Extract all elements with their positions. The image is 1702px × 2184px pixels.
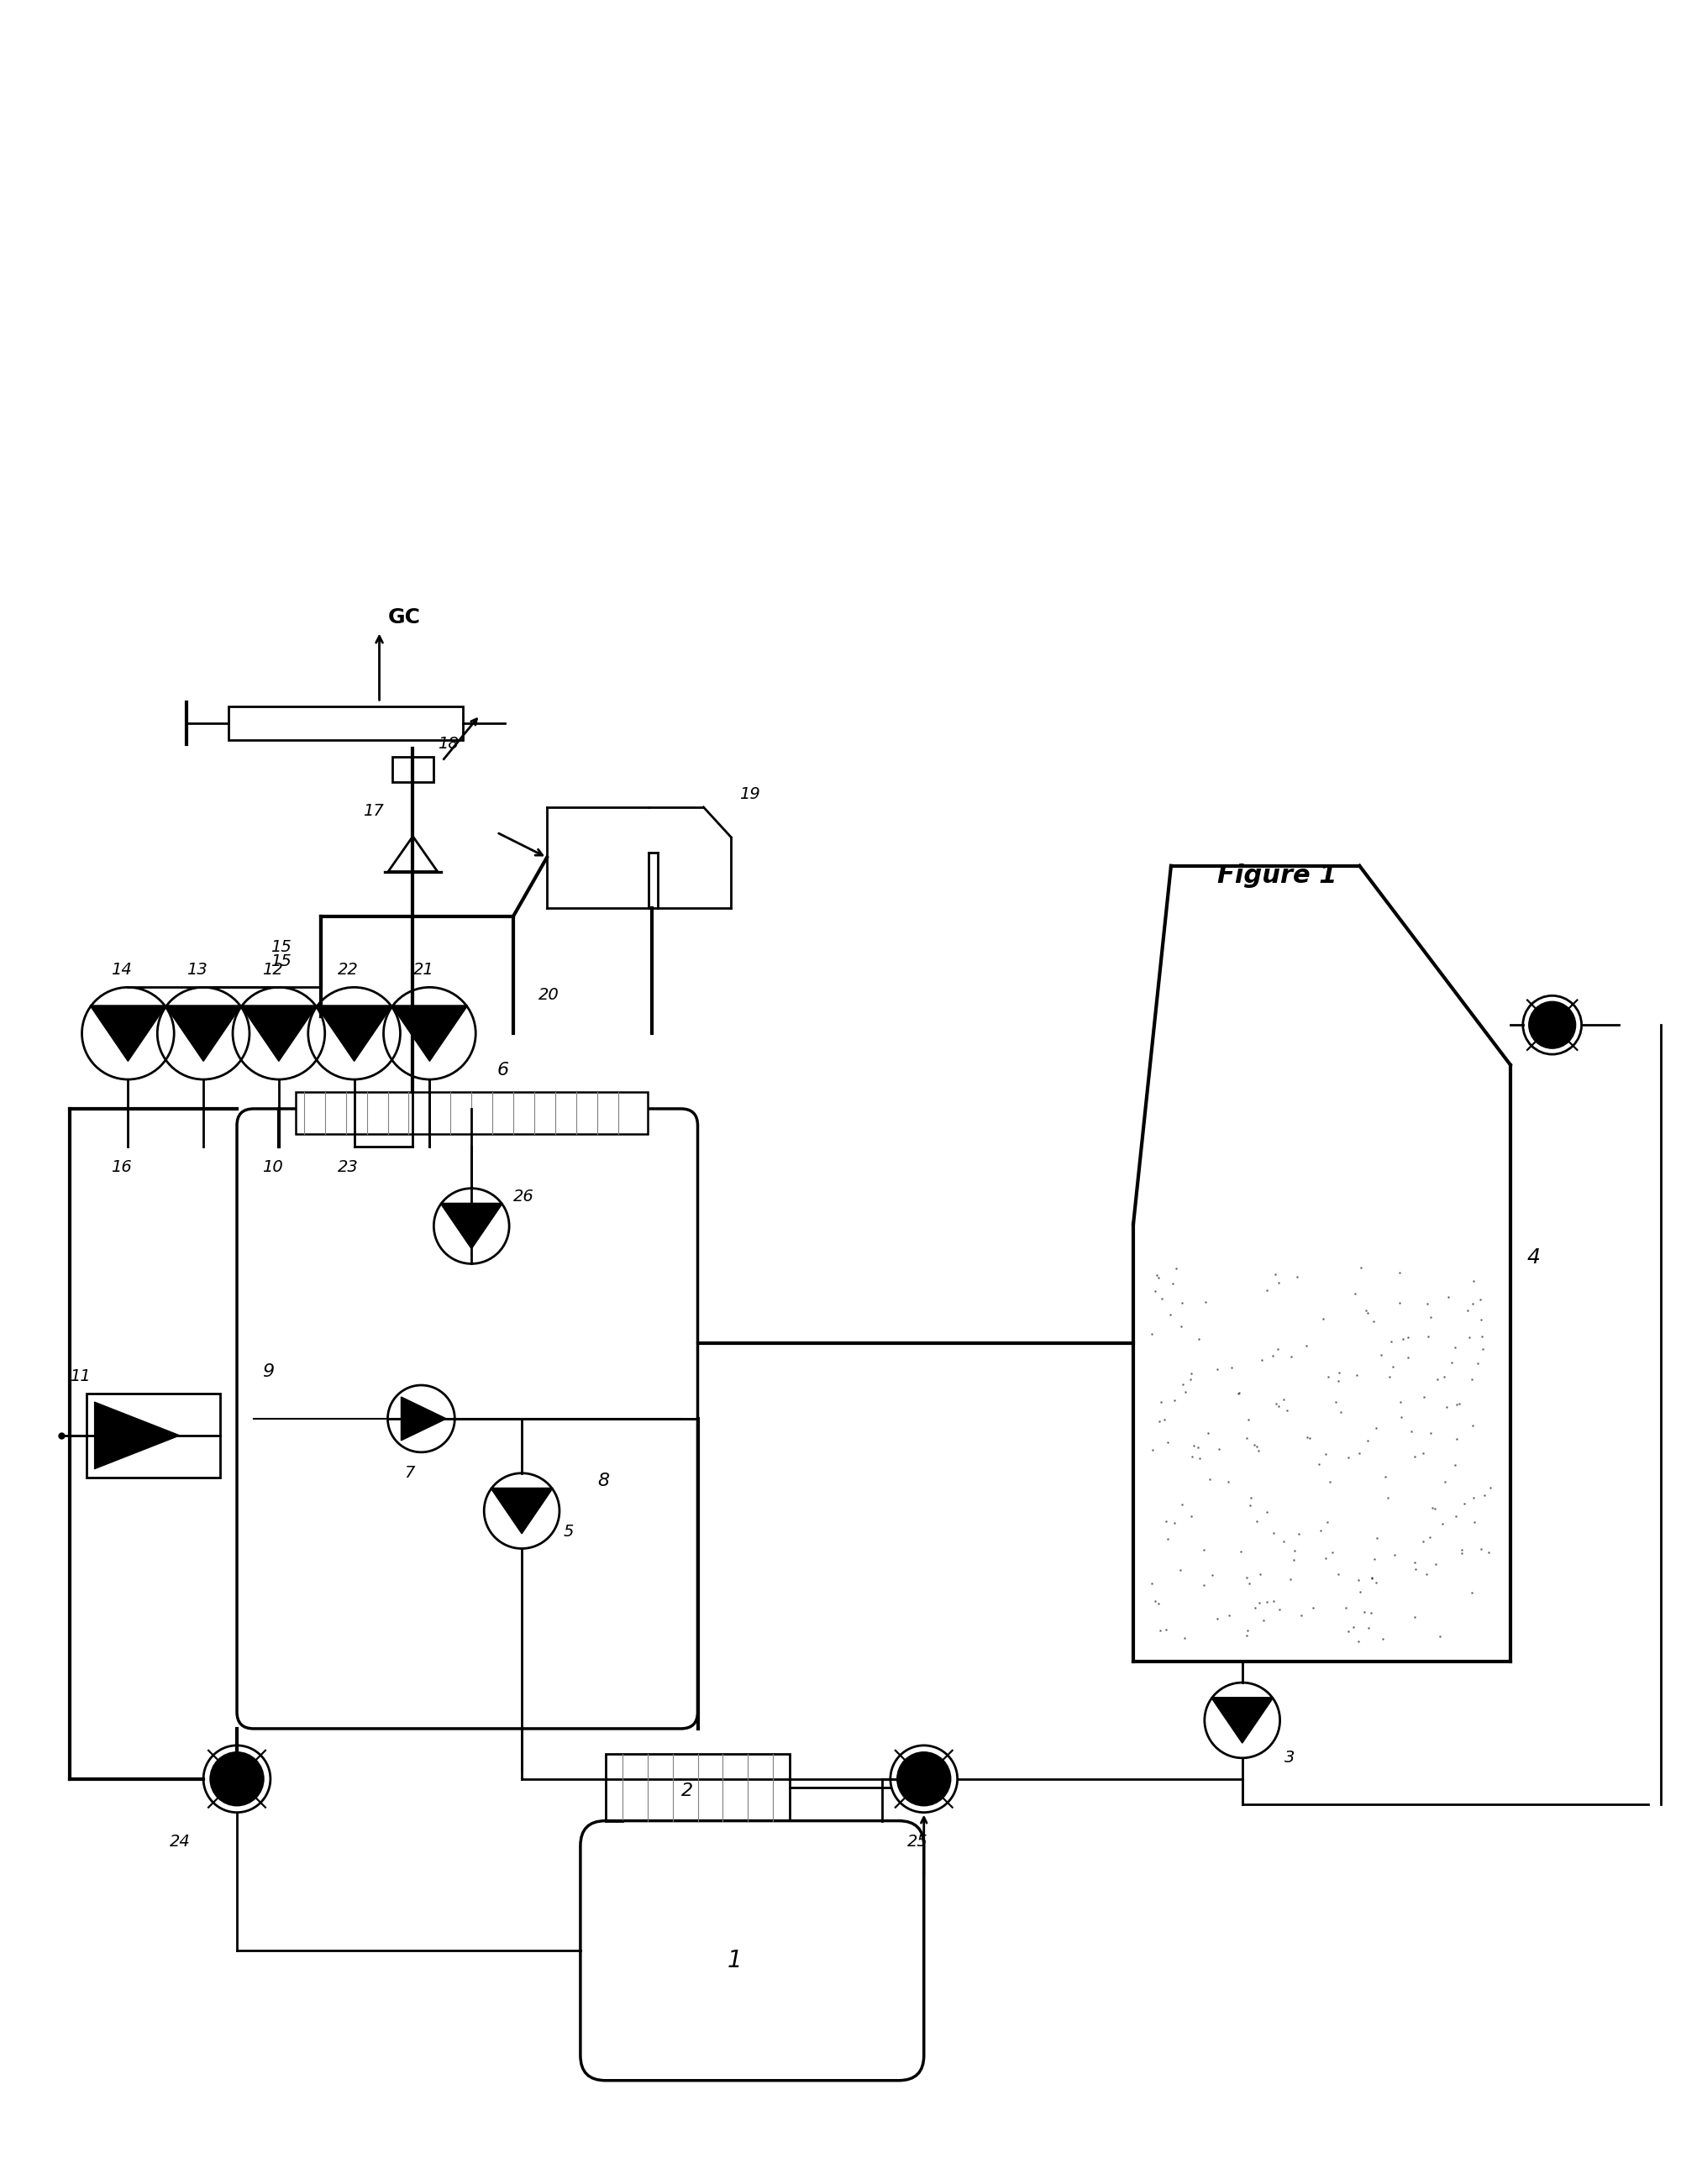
- Text: 15: 15: [271, 939, 291, 954]
- Polygon shape: [388, 836, 437, 871]
- Text: 16: 16: [111, 1160, 133, 1175]
- Polygon shape: [490, 1487, 553, 1533]
- Text: 1: 1: [727, 1948, 742, 1972]
- Text: 5: 5: [563, 1524, 574, 1540]
- Wedge shape: [897, 1760, 943, 1806]
- Text: Figure 1: Figure 1: [1217, 863, 1336, 887]
- Text: 3: 3: [1283, 1749, 1295, 1765]
- Text: 25: 25: [907, 1832, 928, 1850]
- Text: 6: 6: [497, 1061, 509, 1079]
- Text: 11: 11: [70, 1369, 90, 1385]
- Text: 17: 17: [363, 804, 383, 819]
- Polygon shape: [90, 1005, 167, 1061]
- Bar: [296, 1092, 647, 1133]
- Polygon shape: [441, 1203, 502, 1249]
- Polygon shape: [391, 1005, 468, 1061]
- Text: 9: 9: [262, 1363, 274, 1380]
- Polygon shape: [402, 1398, 446, 1441]
- Polygon shape: [240, 1005, 317, 1061]
- Polygon shape: [1212, 1697, 1273, 1743]
- Bar: [391, 758, 434, 782]
- Text: GC: GC: [388, 607, 420, 627]
- Polygon shape: [95, 1402, 180, 1470]
- Text: 8: 8: [597, 1472, 609, 1489]
- Wedge shape: [904, 1752, 951, 1797]
- Text: 14: 14: [111, 963, 133, 978]
- Text: 2: 2: [681, 1782, 693, 1800]
- Bar: [228, 708, 463, 740]
- Wedge shape: [1528, 1009, 1569, 1048]
- Text: 7: 7: [405, 1465, 415, 1481]
- Text: 20: 20: [538, 987, 560, 1002]
- Text: 13: 13: [187, 963, 208, 978]
- Text: 26: 26: [514, 1188, 534, 1203]
- Text: 22: 22: [337, 963, 357, 978]
- Text: 15: 15: [271, 954, 291, 970]
- Text: 18: 18: [437, 736, 460, 751]
- Bar: [606, 1754, 790, 1821]
- FancyBboxPatch shape: [237, 1109, 698, 1730]
- Text: 10: 10: [262, 1160, 283, 1175]
- Bar: [87, 1393, 220, 1476]
- Wedge shape: [1535, 1000, 1576, 1042]
- Text: 21: 21: [414, 963, 434, 978]
- FancyBboxPatch shape: [580, 1821, 924, 2081]
- Text: 12: 12: [262, 963, 283, 978]
- Text: 24: 24: [170, 1832, 191, 1850]
- Wedge shape: [209, 1760, 257, 1806]
- Wedge shape: [218, 1752, 264, 1797]
- Polygon shape: [317, 1005, 391, 1061]
- Text: 19: 19: [740, 786, 761, 802]
- Text: 4: 4: [1527, 1247, 1540, 1269]
- Text: 23: 23: [337, 1160, 357, 1175]
- Polygon shape: [165, 1005, 242, 1061]
